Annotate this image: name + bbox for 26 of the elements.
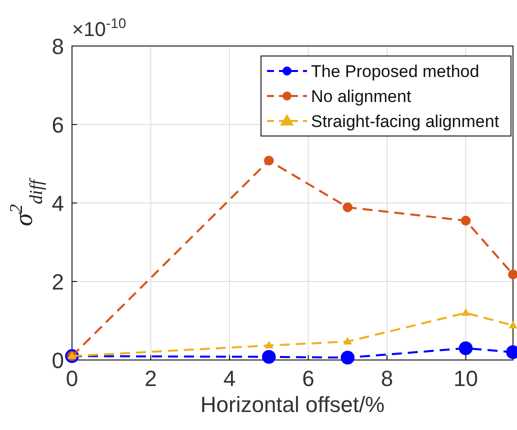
x-tick-label: 6 [302, 366, 314, 391]
text: ×10$^{-10}$ [72, 15, 126, 41]
point [462, 308, 470, 316]
y-tick-label: 2 [52, 270, 64, 294]
point [344, 337, 352, 344]
y-tick-label: 8 [52, 34, 64, 59]
y-tick-label: 4 [52, 191, 64, 216]
point [508, 321, 517, 328]
point [264, 341, 273, 348]
point [262, 350, 276, 364]
x-tick-label: 10 [454, 366, 478, 391]
x-tick-label: 4 [223, 366, 236, 391]
legend-label: The Proposed method [311, 62, 480, 81]
x-tick-label: 8 [380, 366, 394, 391]
point [342, 202, 353, 212]
y-tick-label: 0 [52, 348, 64, 373]
legend-label: No alignment [311, 87, 412, 106]
x-tick-label: 2 [144, 366, 157, 391]
point [458, 341, 473, 356]
point [340, 350, 355, 365]
point [264, 156, 274, 166]
point [460, 216, 471, 226]
legend-label: Straight-facing alignment [311, 112, 500, 131]
y-tick-label: 6 [52, 112, 64, 138]
point [508, 270, 517, 280]
x-axis-title: Horizontal offset/% [200, 392, 385, 417]
